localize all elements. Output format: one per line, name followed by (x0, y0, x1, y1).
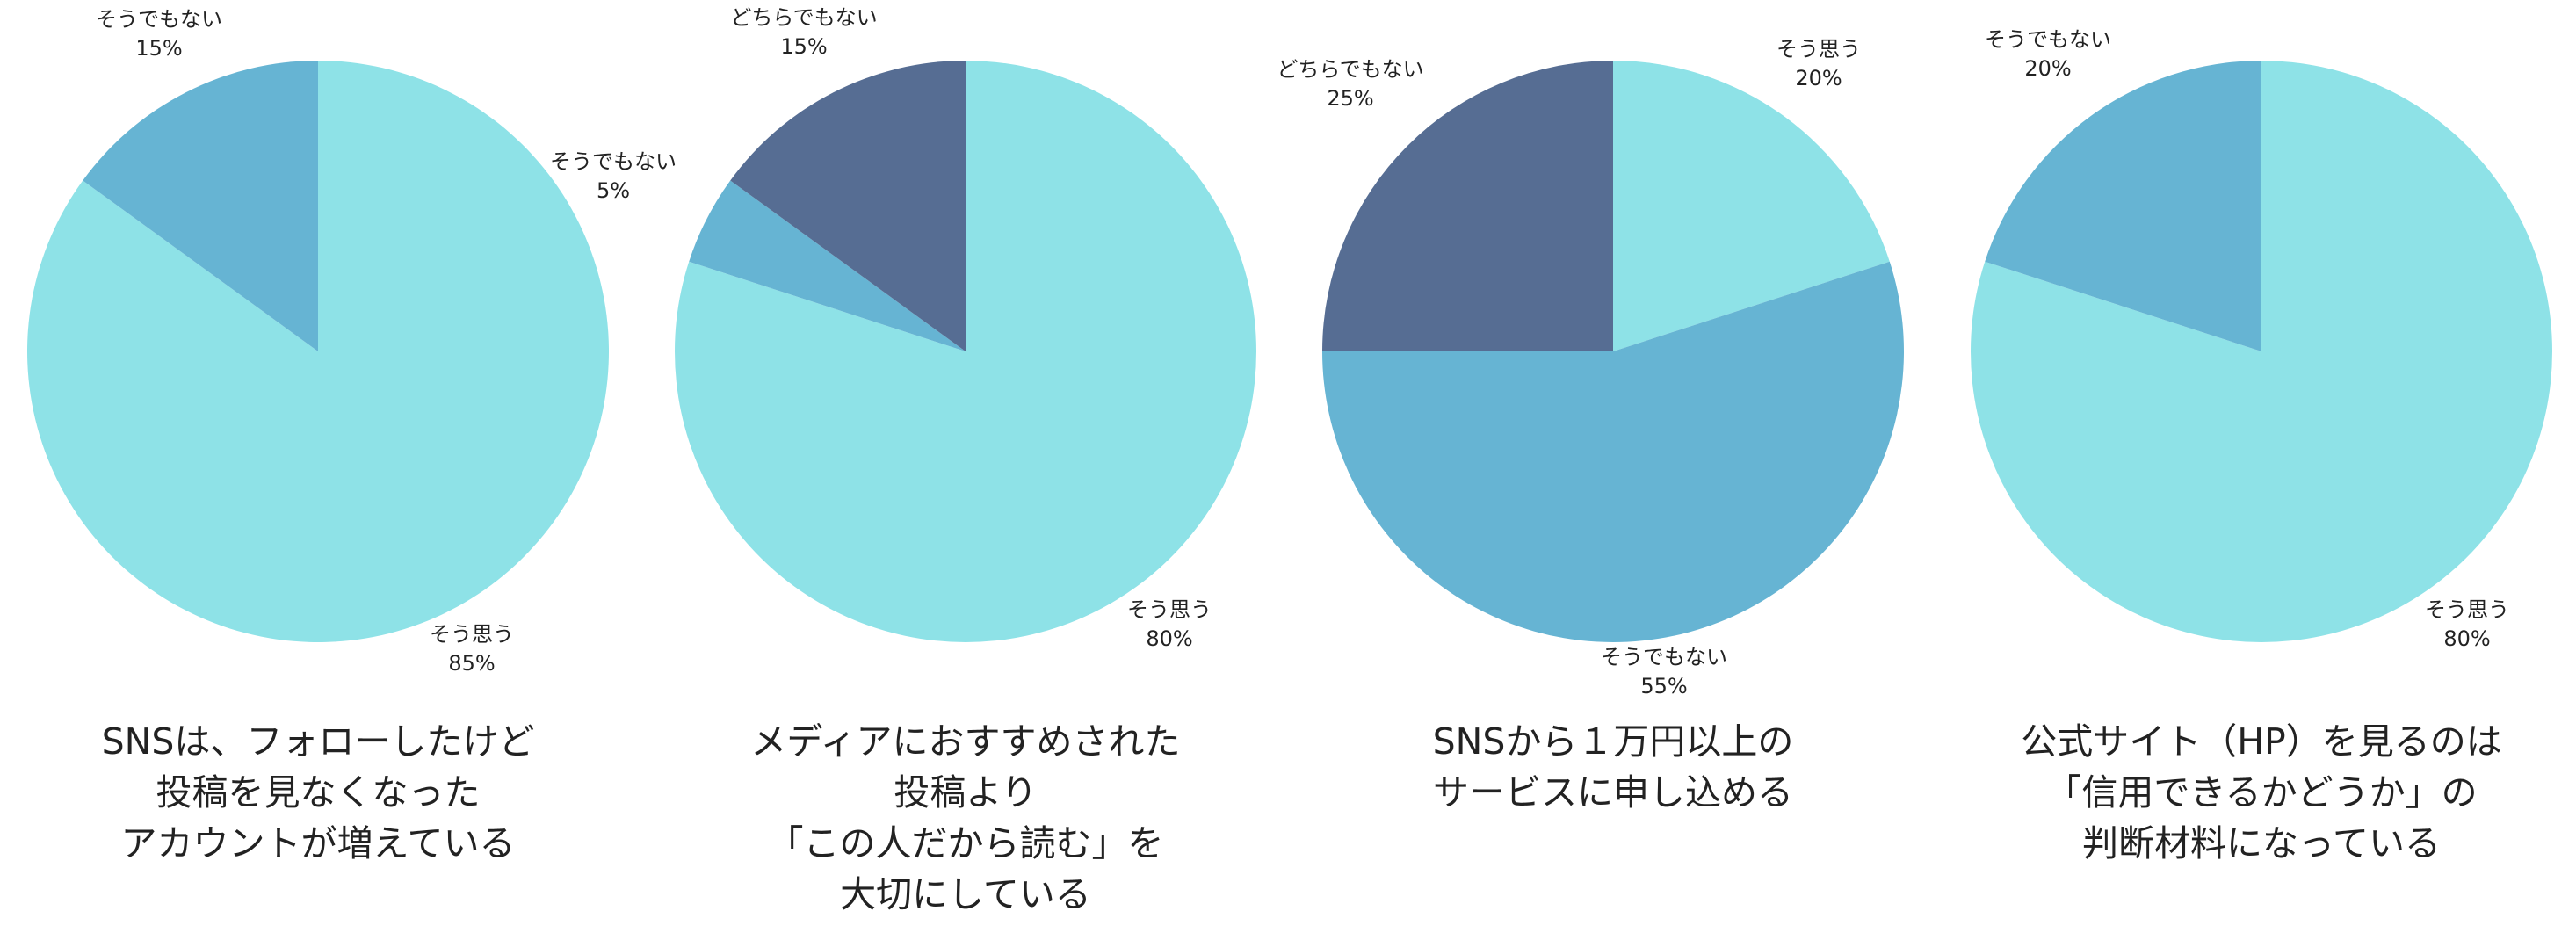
chart-title-line: 大切にしている (840, 873, 1091, 915)
pie-slice-2-1 (675, 61, 1257, 642)
chart-title-line: 投稿より (894, 771, 1037, 814)
chart-title-line: 公式サイト（HP）を見るのは (2021, 720, 2502, 763)
slice-value-label: 20% (2024, 56, 2071, 81)
pie-slice-2-2 (689, 180, 966, 351)
slice-value-label: 55% (1640, 674, 1687, 698)
slice-category-label: そう思う (2425, 597, 2509, 622)
slice-value-label: 80% (1146, 626, 1192, 651)
pie-chart-4: そう思う 80% そうでもない 20% 公式サイト（HP）を見るのは「信用できるかどうか… (1971, 27, 2553, 864)
slice-category-label: どちらでもない (730, 5, 877, 30)
pie-slice-3-3 (1322, 61, 1613, 351)
slice-category-label: どちらでもない (1277, 57, 1423, 82)
chart-title-line: アカウントが増えている (121, 822, 516, 864)
pie-slice-3-2 (1322, 261, 1904, 643)
pie-slice-1-2 (83, 61, 318, 351)
chart-title-line: SNSは、フォローしたけど (102, 720, 535, 763)
slice-category-label: そう思う (1127, 597, 1212, 622)
pie-slice-2-3 (730, 60, 966, 351)
chart-title-line: メディアにおすすめされた (750, 720, 1180, 763)
slice-category-label: そうでもない (1601, 645, 1727, 669)
slice-value-label: 25% (1327, 86, 1373, 111)
slice-category-label: そう思う (430, 622, 514, 647)
slice-value-label: 20% (1795, 66, 1842, 90)
slice-category-label: そうでもない (1985, 27, 2111, 52)
slice-value-label: 15% (135, 36, 182, 61)
pie-slice-4-2 (1985, 61, 2261, 351)
slice-value-label: 85% (448, 651, 495, 676)
pie-slice-3-1 (1613, 61, 1890, 351)
chart-title-line: 「信用できるかどうか」の (2045, 771, 2477, 814)
slice-category-label: そうでもない (96, 7, 222, 32)
slice-value-label: 15% (780, 34, 827, 59)
slice-value-label: 5% (597, 178, 630, 203)
slice-category-label: そう思う (1776, 37, 1861, 61)
chart-title-line: 投稿を見なくなった (156, 771, 481, 814)
chart-title-line: 「この人だから読む」を (768, 822, 1164, 864)
pie-chart-2: そう思う 80% そうでもない 5% どちらでもない 15% メディアにおすすめされた投稿よ… (550, 5, 1257, 915)
pie-slice-4-1 (1971, 61, 2553, 642)
chart-title-line: 判断材料になっている (2082, 822, 2441, 864)
chart-title-line: サービスに申し込める (1433, 771, 1793, 814)
slice-value-label: 80% (2443, 626, 2490, 651)
pie-slice-1-1 (27, 61, 610, 643)
chart-title-line: SNSから１万円以上の (1433, 720, 1794, 763)
pie-chart-3: そう思う 20% そうでもない 55% どちらでもない 25% SNSから１万円以上のサービ… (1277, 37, 1904, 814)
pie-chart-1: そう思う 85% そうでもない 15% SNSは、フォローしたけど投稿を見なくなったアカ… (27, 7, 610, 864)
slice-category-label: そうでもない (550, 149, 677, 174)
